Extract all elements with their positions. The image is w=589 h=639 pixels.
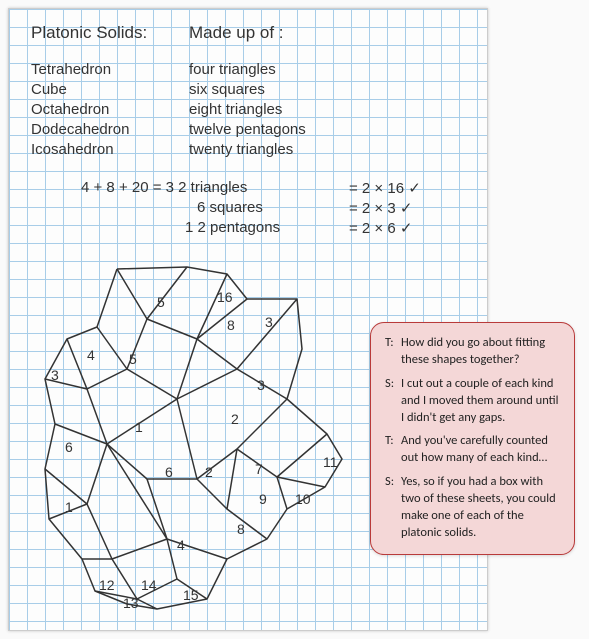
diagram-number: 4 (87, 347, 95, 363)
header-col1: Platonic Solids: (31, 23, 147, 43)
diagram-number: 7 (255, 461, 263, 477)
diagram-number: 13 (123, 595, 139, 611)
diagram-number: 9 (259, 491, 267, 507)
calc-line3-left: 1 2 pentagons (185, 219, 280, 236)
dialogue-text: How did you go about fitting these shape… (401, 335, 560, 369)
diagram-number: 14 (141, 577, 157, 593)
diagram-number: 6 (165, 464, 173, 480)
diagram-number: 15 (183, 587, 199, 603)
solid-name-1: Cube (31, 81, 67, 98)
net-svg (27, 259, 357, 619)
diagram-number: 10 (295, 491, 311, 507)
dialogue-speaker: T: (385, 433, 401, 467)
diagram-number: 5 (129, 351, 137, 367)
dialogue-line: S:I cut out a couple of each kind and I … (385, 376, 560, 427)
dialogue-speaker: S: (385, 474, 401, 542)
diagram-number: 3 (265, 314, 273, 330)
calc-line1-left: 4 + 8 + 20 = 3 2 triangles (81, 179, 247, 196)
solid-name-0: Tetrahedron (31, 61, 111, 78)
diagram-number: 3 (257, 377, 265, 393)
dialogue-line: T:How did you go about fitting these sha… (385, 335, 560, 369)
diagram-number: 1 (65, 499, 73, 515)
diagram-number: 8 (227, 317, 235, 333)
calc-line2-right: = 2 × 3 ✓ (349, 199, 412, 217)
calc-line3-right: = 2 × 6 ✓ (349, 219, 412, 237)
diagram-number: 16 (217, 289, 233, 305)
dialogue-line: S:Yes, so if you had a box with two of t… (385, 474, 560, 542)
dialogue-text: Yes, so if you had a box with two of the… (401, 474, 560, 542)
calc-line2-left: 6 squares (197, 199, 263, 216)
solid-faces-4: twenty triangles (189, 141, 293, 158)
diagram-number: 3 (51, 367, 59, 383)
solid-faces-0: four triangles (189, 61, 276, 78)
solid-faces-3: twelve pentagons (189, 121, 306, 138)
dialogue-speaker: S: (385, 376, 401, 427)
solid-faces-2: eight triangles (189, 101, 282, 118)
solid-name-4: Icosahedron (31, 141, 114, 158)
dialogue-line: T:And you've carefully counted out how m… (385, 433, 560, 467)
diagram-number: 2 (205, 464, 213, 480)
dialogue-speaker: T: (385, 335, 401, 369)
diagram-number: 5 (157, 294, 165, 310)
diagram-number: 8 (237, 521, 245, 537)
header-col2: Made up of : (189, 23, 284, 43)
solid-name-2: Octahedron (31, 101, 109, 118)
diagram-number: 2 (231, 411, 239, 427)
diagram-number: 12 (99, 577, 115, 593)
dialogue-text: I cut out a couple of each kind and I mo… (401, 376, 560, 427)
diagram-number: 4 (177, 537, 185, 553)
calc-line1-right: = 2 × 16 ✓ (349, 179, 421, 197)
diagram-number: 1 (135, 419, 143, 435)
speech-bubble: T:How did you go about fitting these sha… (370, 322, 575, 555)
net-diagram: 5168345331266271191018412141315 (27, 259, 357, 619)
diagram-number: 11 (323, 454, 338, 470)
solid-faces-1: six squares (189, 81, 265, 98)
dialogue-text: And you've carefully counted out how man… (401, 433, 560, 467)
solid-name-3: Dodecahedron (31, 121, 129, 138)
diagram-number: 6 (65, 439, 73, 455)
